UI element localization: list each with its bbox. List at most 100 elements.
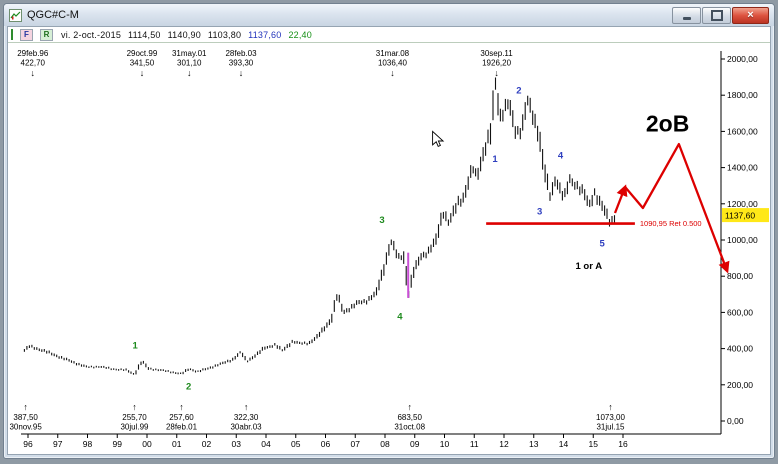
svg-text:12: 12	[499, 439, 509, 449]
svg-text:31may.01: 31may.01	[172, 49, 207, 58]
svg-text:1 or A: 1 or A	[575, 261, 602, 272]
svg-text:1: 1	[132, 341, 138, 352]
toolbar-divider	[11, 29, 13, 40]
last-price-tag: 1137,60	[722, 208, 769, 223]
close-icon: ×	[747, 8, 754, 21]
svg-text:1600,00: 1600,00	[727, 126, 758, 136]
toolbar-button-r[interactable]: R	[40, 28, 53, 41]
quote-open: 1114,50	[128, 29, 161, 40]
svg-text:11: 11	[470, 439, 479, 449]
svg-text:↓: ↓	[187, 68, 192, 78]
svg-text:98: 98	[83, 439, 93, 449]
svg-text:1926,20: 1926,20	[482, 59, 511, 68]
note-labels: 1 or A 2oB	[575, 110, 689, 272]
svg-text:13: 13	[529, 439, 539, 449]
wave-labels-green: 1 2 3 4	[132, 215, 403, 393]
svg-text:06: 06	[321, 439, 331, 449]
svg-text:4: 4	[397, 312, 403, 323]
price-bars	[23, 77, 616, 375]
svg-text:00: 00	[142, 439, 152, 449]
quote-last: 1137,60	[248, 29, 282, 40]
window-title: QGC#C-M	[27, 9, 79, 21]
svg-text:1000,00: 1000,00	[727, 235, 758, 245]
svg-text:↑: ↑	[244, 402, 249, 412]
top-markers: 29feb.96422,70↓29oct.99341,50↓31may.0130…	[17, 49, 513, 78]
svg-text:1200,00: 1200,00	[727, 199, 758, 209]
svg-text:31mar.08: 31mar.08	[376, 49, 410, 58]
close-button[interactable]: ×	[732, 6, 769, 24]
wave-labels-blue: 1 2 3 4 5	[492, 85, 605, 249]
client-area: F R vi. 2-oct.-2015 1114,50 1140,90 1103…	[7, 26, 771, 455]
svg-text:400,00: 400,00	[727, 344, 753, 354]
svg-text:341,50: 341,50	[130, 59, 155, 68]
retracement-line[interactable]: 1090,95 Ret 0.500	[486, 219, 702, 228]
svg-text:0,00: 0,00	[727, 416, 744, 426]
quote-low: 1103,80	[207, 29, 242, 40]
svg-text:97: 97	[53, 439, 63, 449]
svg-text:322,30: 322,30	[234, 413, 259, 422]
svg-text:2oB: 2oB	[646, 110, 689, 136]
svg-text:255,70: 255,70	[122, 413, 147, 422]
svg-text:2: 2	[186, 381, 191, 392]
svg-text:↓: ↓	[140, 68, 145, 78]
quote-toolbar: F R vi. 2-oct.-2015 1114,50 1140,90 1103…	[8, 27, 770, 43]
chart-area[interactable]: 2000,00 1800,00 1600,00 1400,00 1200,00 1000,…	[9, 43, 769, 453]
quote-date: vi. 2-oct.-2015	[61, 29, 122, 40]
svg-text:2000,00: 2000,00	[727, 54, 758, 64]
svg-text:↑: ↑	[179, 402, 184, 412]
svg-text:04: 04	[261, 439, 271, 449]
minimize-button[interactable]	[672, 6, 701, 24]
svg-text:30nov.95: 30nov.95	[9, 423, 42, 432]
svg-text:29feb.96: 29feb.96	[17, 49, 49, 58]
axes: 2000,001800,001600,001400,001200,001000,…	[21, 51, 758, 449]
svg-text:200,00: 200,00	[727, 380, 753, 390]
mouse-cursor	[432, 130, 445, 147]
svg-text:4: 4	[558, 151, 564, 162]
minimize-icon	[682, 17, 691, 20]
svg-text:600,00: 600,00	[727, 307, 753, 317]
svg-text:99: 99	[113, 439, 123, 449]
svg-text:1090,95 Ret 0.500: 1090,95 Ret 0.500	[640, 219, 702, 228]
svg-text:387,50: 387,50	[13, 413, 38, 422]
projection-arrows[interactable]	[613, 142, 730, 274]
svg-text:28feb.01: 28feb.01	[166, 423, 198, 432]
svg-text:31oct.08: 31oct.08	[394, 423, 425, 432]
chart-canvas[interactable]: 2000,001800,001600,001400,001200,001000,…	[9, 43, 775, 459]
quote-change: 22,40	[288, 29, 312, 40]
svg-text:393,30: 393,30	[229, 59, 254, 68]
svg-text:5: 5	[600, 238, 606, 249]
svg-text:1: 1	[492, 154, 498, 165]
svg-text:3: 3	[379, 215, 384, 226]
app-icon[interactable]	[9, 8, 22, 22]
maximize-button[interactable]	[702, 6, 731, 24]
svg-text:2: 2	[516, 85, 521, 96]
svg-text:1400,00: 1400,00	[727, 163, 758, 173]
svg-text:1073,00: 1073,00	[596, 413, 625, 422]
svg-text:05: 05	[291, 439, 301, 449]
window-controls: ×	[672, 6, 769, 24]
svg-text:↓: ↓	[31, 68, 36, 78]
svg-text:02: 02	[202, 439, 212, 449]
svg-text:30abr.03: 30abr.03	[230, 423, 262, 432]
title-bar[interactable]: QGC#C-M ×	[4, 4, 774, 26]
svg-text:301,10: 301,10	[177, 59, 202, 68]
svg-text:29oct.99: 29oct.99	[127, 49, 158, 58]
svg-text:↓: ↓	[494, 68, 499, 78]
svg-text:28feb.03: 28feb.03	[225, 49, 257, 58]
bottom-markers: ↑387,5030nov.95↑255,7030jul.99↑257,6028f…	[9, 402, 625, 432]
svg-text:257,60: 257,60	[169, 413, 194, 422]
svg-text:09: 09	[410, 439, 420, 449]
svg-text:16: 16	[618, 439, 628, 449]
svg-text:15: 15	[589, 439, 599, 449]
svg-text:↑: ↑	[407, 402, 412, 412]
svg-text:1137,60: 1137,60	[725, 211, 755, 221]
svg-text:10: 10	[440, 439, 450, 449]
svg-text:96: 96	[23, 439, 33, 449]
svg-text:30sep.11: 30sep.11	[480, 49, 513, 58]
svg-text:03: 03	[232, 439, 242, 449]
toolbar-button-f[interactable]: F	[20, 28, 33, 41]
svg-text:422,70: 422,70	[21, 59, 46, 68]
svg-text:3: 3	[537, 207, 542, 218]
app-window: QGC#C-M × F R vi. 2-oct.-2015 1114,50 11…	[3, 3, 775, 459]
maximize-icon	[710, 9, 723, 21]
